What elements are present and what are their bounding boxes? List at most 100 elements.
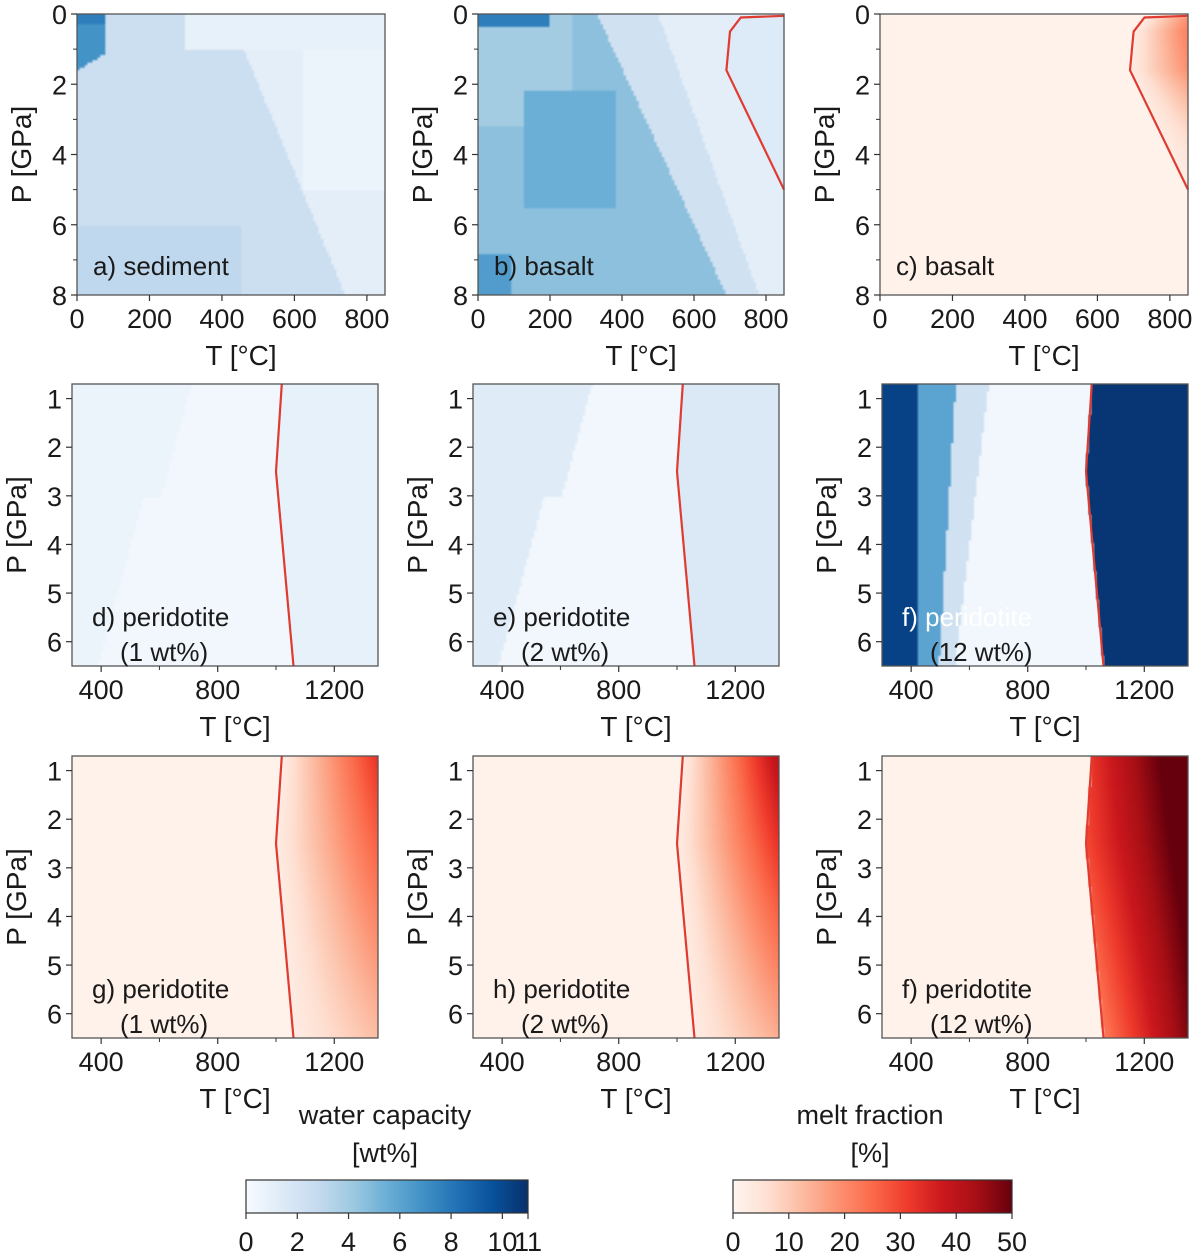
panel-label: b) basalt xyxy=(494,251,594,281)
y-tick-label: 1 xyxy=(47,757,62,787)
y-tick-label: 6 xyxy=(448,1000,463,1030)
x-tick-label: 1200 xyxy=(304,1047,364,1077)
x-tick-label: 1200 xyxy=(1114,1047,1174,1077)
y-tick-label: 6 xyxy=(52,211,67,241)
y-tick-label: 0 xyxy=(52,0,67,30)
y-tick-label: 4 xyxy=(52,141,67,171)
y-tick-label: 0 xyxy=(453,0,468,30)
x-tick-label: 1200 xyxy=(1114,675,1174,705)
y-tick-label: 2 xyxy=(52,70,67,100)
boundary-line-g xyxy=(274,755,295,1039)
y-tick-label: 4 xyxy=(448,530,463,560)
heatmap-b xyxy=(478,14,784,295)
colorbar-tick-label: 6 xyxy=(392,1227,407,1257)
colorbar-title: melt fraction xyxy=(796,1100,943,1130)
y-tick-label: 1 xyxy=(47,385,62,415)
panel-g: 400 800 1200 1 2 3 4 5 6 T [°C] P [GPa] g) peridoti… xyxy=(1,755,379,1114)
y-tick-label: 2 xyxy=(857,805,872,835)
y-tick-label: 5 xyxy=(857,951,872,981)
x-tick-label: 800 xyxy=(1005,1047,1050,1077)
y-tick-label: 4 xyxy=(855,141,870,171)
colorbar-tick-label: 2 xyxy=(290,1227,305,1257)
boundary-line-e xyxy=(675,383,696,667)
colorbar-tick-label: 0 xyxy=(238,1227,253,1257)
colorbar-tick-label: 0 xyxy=(725,1227,740,1257)
boundary-line-f1 xyxy=(1084,383,1105,667)
y-tick-label: 5 xyxy=(47,951,62,981)
y-tick-label: 4 xyxy=(857,530,872,560)
y-tick-label: 3 xyxy=(47,854,62,884)
panel-d: 400 800 1200 1 2 3 4 5 6 T [°C] P [GPa] d) peridoti… xyxy=(1,383,379,742)
colorbar-tick-label: 8 xyxy=(444,1227,459,1257)
x-tick-label: 600 xyxy=(1075,304,1120,334)
x-tick-label: 400 xyxy=(599,304,644,334)
y-tick-label: 6 xyxy=(857,1000,872,1030)
panel-label-sub: (2 wt%) xyxy=(521,637,609,667)
y-tick-label: 4 xyxy=(47,530,62,560)
heatmap-h xyxy=(473,756,779,1038)
x-tick-label: 800 xyxy=(344,304,389,334)
y-axis-label: P [GPa] xyxy=(402,476,433,574)
panel-label: c) basalt xyxy=(896,251,995,281)
x-axis-label: T [°C] xyxy=(199,711,270,742)
panel-label: f) peridotite xyxy=(902,602,1032,632)
x-tick-label: 800 xyxy=(195,1047,240,1077)
panel-f2: 400 800 1200 1 2 3 4 5 6 T [°C] P [GPa] f) peridoti… xyxy=(811,755,1189,1114)
x-tick-label: 0 xyxy=(69,304,84,334)
colorbar-gradient-melt xyxy=(732,1179,1013,1214)
y-tick-label: 3 xyxy=(448,482,463,512)
panel-label-sub: (2 wt%) xyxy=(521,1009,609,1039)
panel-label: e) peridotite xyxy=(493,602,630,632)
heatmap-g xyxy=(72,756,378,1038)
colorbar-tick-label: 20 xyxy=(830,1227,860,1257)
y-tick-label: 8 xyxy=(855,281,870,311)
x-tick-label: 1200 xyxy=(705,1047,765,1077)
axes-frame-f1 xyxy=(881,383,1189,667)
panel-label-sub: (12 wt%) xyxy=(930,637,1033,667)
x-tick-label: 200 xyxy=(127,304,172,334)
heatmap-a xyxy=(77,14,385,295)
panel-c: 0 200 400 600 800 0 2 4 6 8 T [°C] P [GPa] c) basalt xyxy=(809,0,1192,371)
x-axis-label: T [°C] xyxy=(1009,711,1080,742)
x-axis-label: T [°C] xyxy=(1008,340,1079,371)
x-tick-label: 400 xyxy=(79,1047,124,1077)
colorbar-melt: melt fraction [%] 0 10 20 30 40 50 xyxy=(725,1100,1027,1257)
colorbar-tick-label: 11 xyxy=(514,1227,542,1257)
y-axis-label: P [GPa] xyxy=(809,106,840,204)
y-tick-label: 5 xyxy=(448,579,463,609)
colorbar-title: water capacity xyxy=(298,1100,472,1130)
heatmap-e xyxy=(473,384,779,666)
x-tick-label: 600 xyxy=(671,304,716,334)
x-tick-label: 0 xyxy=(470,304,485,334)
y-tick-label: 3 xyxy=(448,854,463,884)
y-axis-label: P [GPa] xyxy=(811,848,842,946)
colorbar-gradient-water xyxy=(245,1179,529,1214)
y-tick-label: 4 xyxy=(857,902,872,932)
axes-frame-h xyxy=(472,755,780,1039)
y-axis-label: P [GPa] xyxy=(1,848,32,946)
x-tick-label: 400 xyxy=(480,675,525,705)
colorbar-tick-label: 10 xyxy=(487,1227,517,1257)
heatmap-f2 xyxy=(882,756,1188,1038)
colorbar-title: [wt%] xyxy=(352,1138,418,1168)
axes-frame-g xyxy=(71,755,379,1039)
x-tick-label: 800 xyxy=(743,304,788,334)
y-tick-label: 4 xyxy=(453,141,468,171)
x-axis-label: T [°C] xyxy=(605,340,676,371)
panel-label: d) peridotite xyxy=(92,602,229,632)
y-tick-label: 5 xyxy=(857,579,872,609)
x-tick-label: 400 xyxy=(889,675,934,705)
panel-label: h) peridotite xyxy=(493,974,630,1004)
panel-label-sub: (1 wt%) xyxy=(120,1009,208,1039)
y-tick-label: 0 xyxy=(855,0,870,30)
colorbar-tick-label: 30 xyxy=(885,1227,915,1257)
panel-label-sub: (1 wt%) xyxy=(120,637,208,667)
panel-a: 0 200 400 600 800 0 2 4 6 8 T [°C] P [GPa] a) sedime… xyxy=(6,0,389,371)
x-tick-label: 600 xyxy=(272,304,317,334)
y-tick-label: 8 xyxy=(453,281,468,311)
x-tick-label: 800 xyxy=(195,675,240,705)
panel-label: f) peridotite xyxy=(902,974,1032,1004)
x-tick-label: 800 xyxy=(1147,304,1192,334)
y-tick-label: 6 xyxy=(857,628,872,658)
